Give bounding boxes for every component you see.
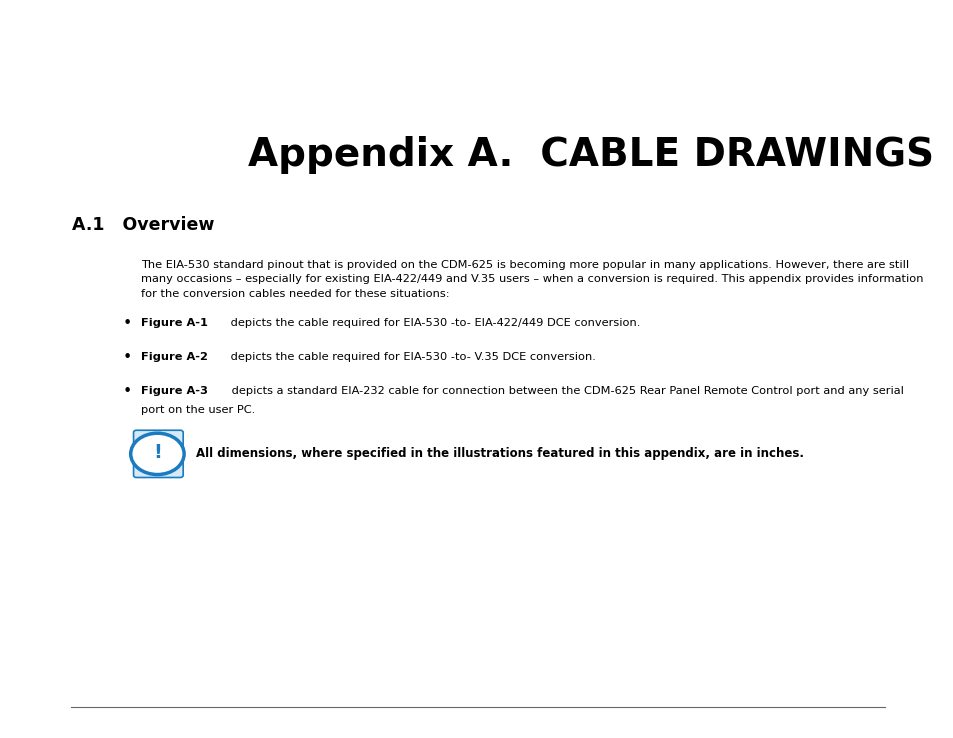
FancyBboxPatch shape (133, 430, 183, 477)
Text: •: • (122, 350, 132, 365)
Text: depicts the cable required for EIA-530 -to- EIA-422/449 DCE conversion.: depicts the cable required for EIA-530 -… (227, 318, 640, 328)
Text: Figure A-2: Figure A-2 (141, 352, 208, 362)
Text: A.1   Overview: A.1 Overview (71, 216, 213, 234)
Text: The EIA-530 standard pinout that is provided on the CDM-625 is becoming more pop: The EIA-530 standard pinout that is prov… (141, 260, 923, 299)
Text: !: ! (152, 443, 162, 462)
Text: Appendix A.  CABLE DRAWINGS: Appendix A. CABLE DRAWINGS (248, 136, 934, 174)
Text: •: • (122, 316, 132, 331)
Text: depicts the cable required for EIA-530 -to- V.35 DCE conversion.: depicts the cable required for EIA-530 -… (227, 352, 596, 362)
Text: depicts a standard EIA-232 cable for connection between the CDM-625 Rear Panel R: depicts a standard EIA-232 cable for con… (228, 386, 902, 396)
Text: •: • (122, 384, 132, 399)
Circle shape (131, 433, 184, 475)
Text: port on the user PC.: port on the user PC. (141, 404, 255, 415)
Text: Figure A-1: Figure A-1 (141, 318, 208, 328)
Text: All dimensions, where specified in the illustrations featured in this appendix, : All dimensions, where specified in the i… (195, 447, 802, 461)
Text: Figure A-3: Figure A-3 (141, 386, 208, 396)
